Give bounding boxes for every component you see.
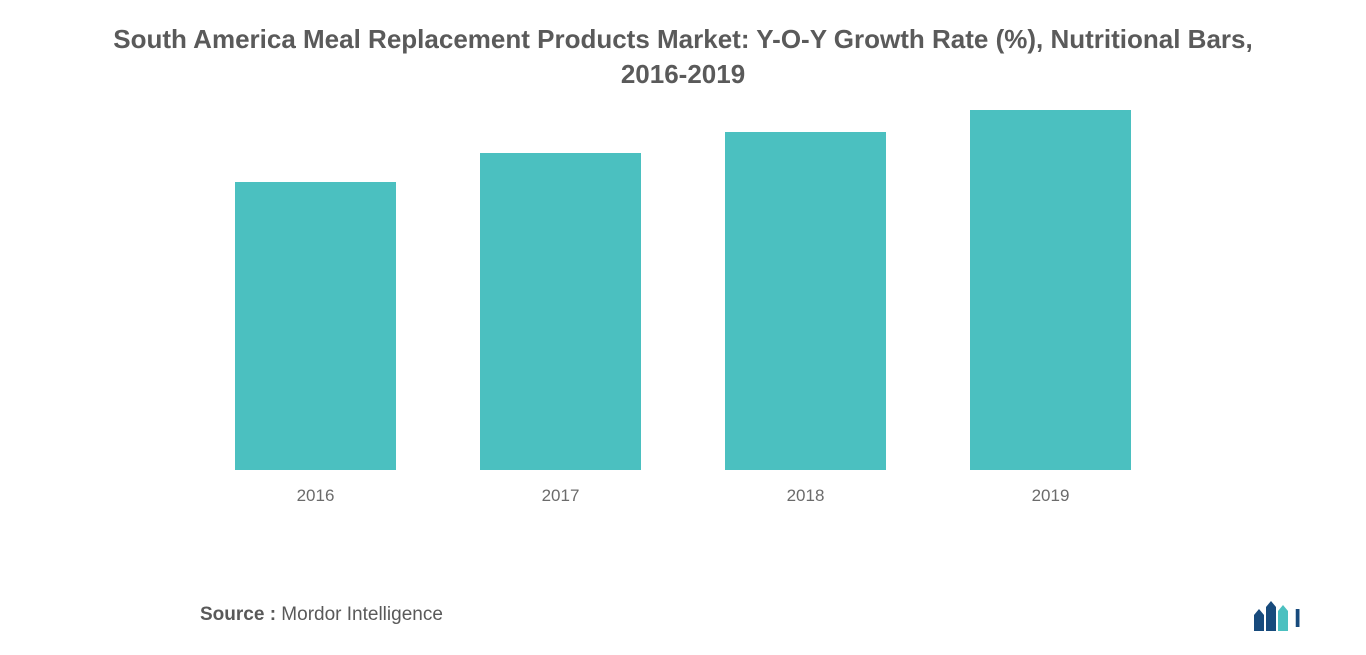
svg-text:I: I bbox=[1294, 603, 1301, 633]
bar bbox=[480, 153, 642, 470]
bar bbox=[725, 132, 887, 470]
brand-logo: I bbox=[1252, 593, 1322, 637]
x-axis-label: 2019 bbox=[928, 476, 1173, 510]
chart-area: 2016201720182019 bbox=[193, 110, 1173, 510]
source-attribution: Source : Mordor Intelligence bbox=[200, 604, 443, 626]
x-axis-label: 2018 bbox=[683, 476, 928, 510]
source-label: Source : bbox=[200, 604, 276, 625]
bar-slot bbox=[683, 110, 928, 470]
x-axis-label: 2017 bbox=[438, 476, 683, 510]
chart-title: South America Meal Replacement Products … bbox=[0, 0, 1366, 92]
chart-container: South America Meal Replacement Products … bbox=[0, 0, 1366, 655]
bars-group bbox=[193, 110, 1173, 470]
footer: Source : Mordor Intelligence I bbox=[0, 593, 1366, 637]
bar-slot bbox=[438, 110, 683, 470]
bar-slot bbox=[928, 110, 1173, 470]
x-axis-label: 2016 bbox=[193, 476, 438, 510]
bar bbox=[970, 110, 1132, 470]
source-value: Mordor Intelligence bbox=[276, 604, 443, 625]
logo-icon: I bbox=[1252, 593, 1322, 637]
bar-slot bbox=[193, 110, 438, 470]
bar bbox=[235, 182, 397, 470]
x-axis-labels: 2016201720182019 bbox=[193, 476, 1173, 510]
